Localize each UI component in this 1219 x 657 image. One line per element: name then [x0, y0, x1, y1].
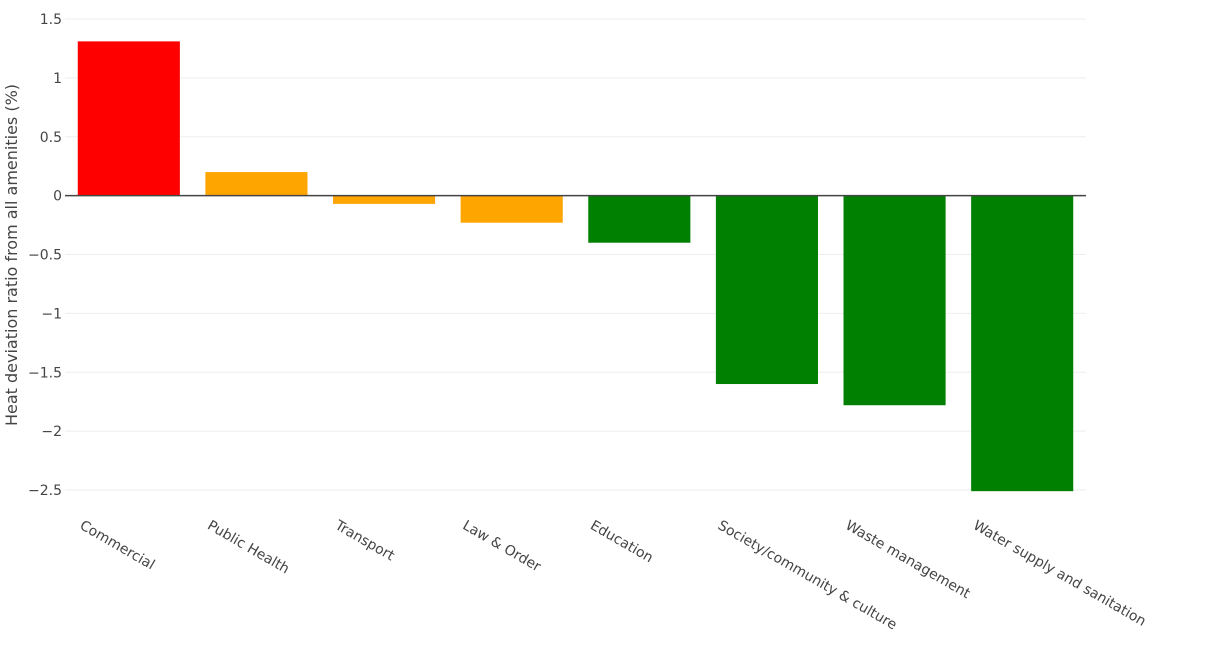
y-tick-label: 1.5: [40, 12, 62, 28]
gridlines: [65, 18, 1086, 491]
bar-transport: [333, 195, 436, 204]
bar-water-supply-and-sanitation: [971, 195, 1074, 492]
y-axis-ticks: 1.5 1 0.5 0 −0.5 −1 −1.5 −2 −2.5: [28, 12, 62, 499]
y-tick-label: −2: [41, 424, 62, 440]
y-tick-label: 0: [53, 189, 62, 205]
y-tick-label: −0.5: [28, 248, 62, 264]
x-tick-label: Education: [587, 518, 655, 567]
x-axis-ticks: Commercial Public Health Transport Law & Or…: [77, 517, 1149, 633]
y-tick-label: 0.5: [40, 130, 62, 146]
x-tick-label: Waste management: [843, 518, 974, 603]
y-axis-label: Heat deviation ratio from all amenities …: [2, 84, 21, 426]
bars: [77, 41, 1074, 492]
x-tick-label: Commercial: [77, 518, 158, 574]
y-tick-label: 1: [53, 71, 62, 87]
bar-commercial: [77, 41, 180, 196]
bar-public-health: [205, 172, 308, 196]
y-tick-label: −1: [41, 306, 62, 322]
y-tick-label: −2.5: [28, 483, 62, 499]
x-tick-label: Water supply and sanitation: [970, 518, 1148, 630]
bar-education: [588, 195, 691, 243]
y-tick-label: −1.5: [28, 365, 62, 381]
bar-waste-management: [843, 195, 946, 406]
bar-society-community-culture: [715, 195, 818, 385]
x-tick-label: Transport: [331, 517, 397, 564]
x-tick-label: Law & Order: [460, 518, 544, 576]
bar-law-order: [460, 195, 563, 223]
x-tick-label: Public Health: [204, 518, 292, 578]
